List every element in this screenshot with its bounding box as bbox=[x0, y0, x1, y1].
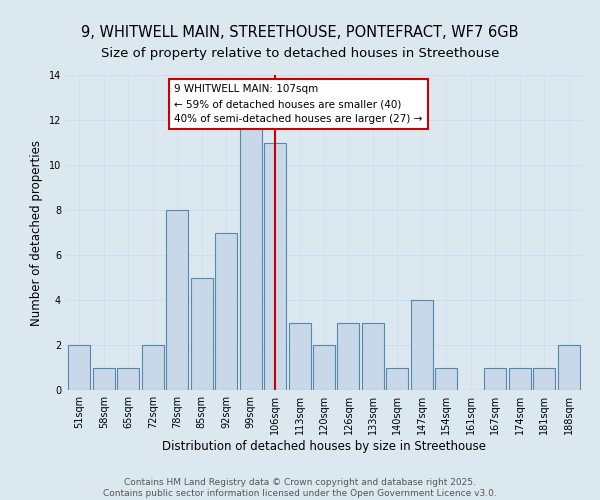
Bar bbox=[313, 345, 335, 390]
Bar bbox=[362, 322, 384, 390]
Text: Contains HM Land Registry data © Crown copyright and database right 2025.
Contai: Contains HM Land Registry data © Crown c… bbox=[103, 478, 497, 498]
X-axis label: Distribution of detached houses by size in Streethouse: Distribution of detached houses by size … bbox=[162, 440, 486, 452]
Y-axis label: Number of detached properties: Number of detached properties bbox=[30, 140, 43, 326]
Bar bbox=[411, 300, 433, 390]
Bar bbox=[239, 120, 262, 390]
Bar bbox=[93, 368, 115, 390]
Bar bbox=[386, 368, 409, 390]
Bar bbox=[166, 210, 188, 390]
Bar bbox=[435, 368, 457, 390]
Bar bbox=[337, 322, 359, 390]
Bar bbox=[509, 368, 530, 390]
Bar bbox=[142, 345, 164, 390]
Bar bbox=[264, 142, 286, 390]
Bar bbox=[215, 232, 237, 390]
Bar bbox=[484, 368, 506, 390]
Bar bbox=[557, 345, 580, 390]
Bar bbox=[68, 345, 91, 390]
Bar bbox=[191, 278, 213, 390]
Bar bbox=[533, 368, 555, 390]
Bar bbox=[289, 322, 311, 390]
Text: 9, WHITWELL MAIN, STREETHOUSE, PONTEFRACT, WF7 6GB: 9, WHITWELL MAIN, STREETHOUSE, PONTEFRAC… bbox=[81, 25, 519, 40]
Text: Size of property relative to detached houses in Streethouse: Size of property relative to detached ho… bbox=[101, 48, 499, 60]
Bar bbox=[118, 368, 139, 390]
Text: 9 WHITWELL MAIN: 107sqm
← 59% of detached houses are smaller (40)
40% of semi-de: 9 WHITWELL MAIN: 107sqm ← 59% of detache… bbox=[175, 84, 423, 124]
